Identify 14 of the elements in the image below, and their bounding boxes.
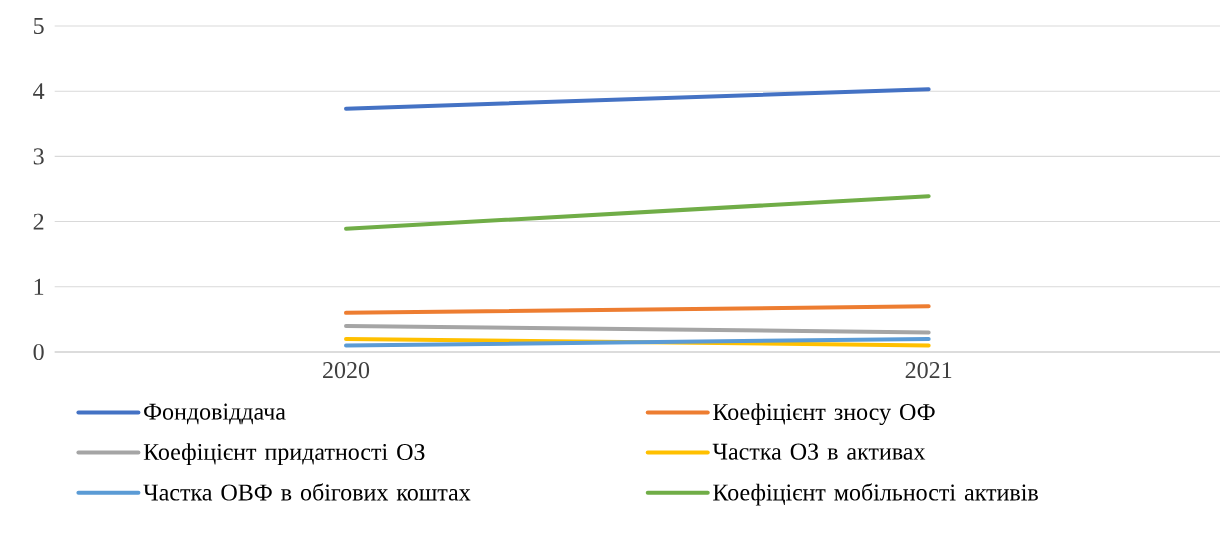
x-tick-label: 2020 xyxy=(323,362,370,379)
legend-label: Фондовіддача xyxy=(144,403,286,425)
legend-label: Частка ОВФ в обігових коштах xyxy=(143,483,471,501)
legend-label: Коефіцієнт зносу ОФ xyxy=(713,403,935,426)
y-tick-label: 1 xyxy=(34,278,44,295)
legend-label: Коефіцієнт мобільності активів xyxy=(713,483,1038,506)
y-tick-label: 4 xyxy=(33,83,45,100)
y-tick-label: 2 xyxy=(33,213,44,230)
y-tick-label: 5 xyxy=(34,18,44,34)
legend-label: Коефіцієнт придатності ОЗ xyxy=(143,443,425,465)
legend-label: Частка ОЗ в активах xyxy=(712,443,926,460)
y-tick-label: 0 xyxy=(33,343,44,361)
x-tick-label: 2021 xyxy=(905,362,952,379)
y-tick-label: 3 xyxy=(33,148,44,165)
